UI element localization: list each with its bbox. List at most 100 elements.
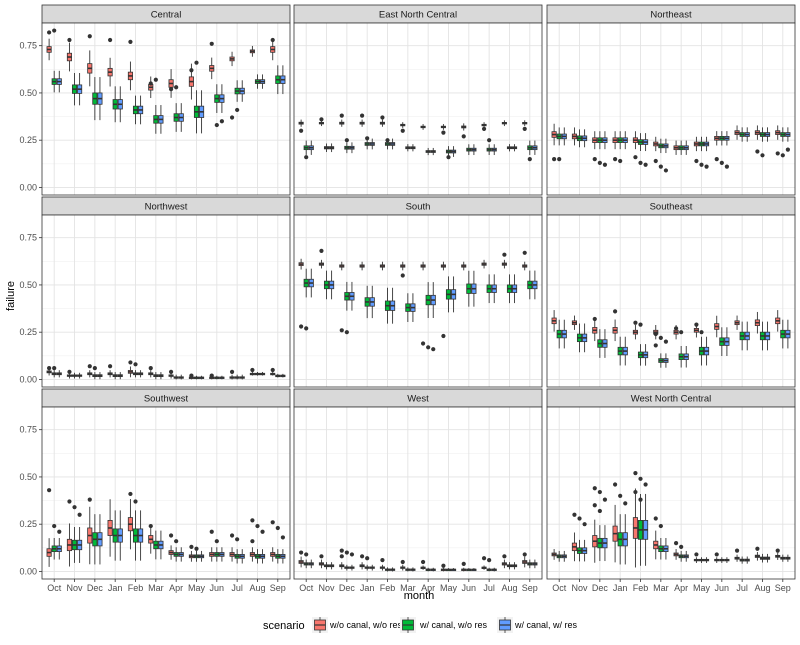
legend: scenario w/o canal, w/o res w/ canal, w/o … <box>263 617 578 633</box>
outlier-point <box>168 533 174 538</box>
outlier-point <box>380 115 385 120</box>
x-tick-label: Feb <box>633 583 649 593</box>
outlier-point <box>694 322 699 327</box>
outlier-point <box>359 554 365 559</box>
x-tick-label: Jul <box>483 583 495 593</box>
outlier-point <box>385 138 390 143</box>
outlier-point <box>344 550 349 555</box>
outlier-point <box>527 156 532 162</box>
outlier-point <box>219 119 225 124</box>
outlier-point <box>461 561 466 566</box>
x-tick-label: Mar <box>400 583 416 593</box>
panel-border <box>41 406 291 580</box>
panel-background <box>42 407 290 579</box>
outlier-point <box>694 158 699 164</box>
outlier-point <box>597 160 602 165</box>
panel-east-north-central: East North Central <box>293 4 543 196</box>
y-tick-label: 0.75 <box>19 41 37 51</box>
outlier-point <box>299 128 304 133</box>
panel-border <box>546 214 796 388</box>
outlier-point <box>52 28 57 33</box>
outlier-point <box>339 328 344 333</box>
panel-west-north-central: West North Central Oct Nov Dec Jan Feb Mar Apr M… <box>546 388 796 593</box>
outlier-point <box>633 471 638 476</box>
x-tick-label: Dec <box>87 583 104 593</box>
outlier-point <box>174 539 179 544</box>
x-tick-label: Jan <box>108 583 123 593</box>
legend-label: w/o canal, w/o res <box>329 620 403 630</box>
outlier-point <box>592 156 597 162</box>
facet-strip-label: Central <box>151 10 182 21</box>
x-tick-label: Jun <box>715 583 730 593</box>
outlier-point <box>189 544 194 549</box>
panel-background <box>42 23 290 195</box>
x-tick-label: Nov <box>572 583 589 593</box>
outlier-point <box>502 554 507 559</box>
outlier-point <box>714 552 719 557</box>
y-tick-label: 0.25 <box>19 135 37 145</box>
outlier-point <box>699 162 704 167</box>
panel-southeast: Southeast <box>546 196 796 388</box>
outlier-point <box>148 523 153 529</box>
panel-border <box>546 22 796 196</box>
x-tick-label: Sep <box>522 583 538 593</box>
x-tick-label: Dec <box>339 583 356 593</box>
facet-strip-label: Southeast <box>650 202 693 213</box>
outlier-point <box>441 130 446 135</box>
x-tick-label: Nov <box>67 583 84 593</box>
panel-south: South <box>293 196 543 388</box>
outlier-point <box>618 158 623 164</box>
outlier-point <box>760 153 765 158</box>
x-tick-label: Jun <box>462 583 477 593</box>
outlier-point <box>643 162 648 167</box>
panel-central: Central 0.00 0.25 0.50 0.75 <box>19 4 291 196</box>
y-axis-title: failure <box>5 281 17 311</box>
outlier-point <box>719 160 724 165</box>
x-tick-label: Nov <box>319 583 336 593</box>
x-tick-label: Aug <box>501 583 517 593</box>
outlier-point <box>481 556 487 561</box>
outlier-point <box>679 330 684 335</box>
outlier-point <box>552 156 557 162</box>
outlier-point <box>612 482 618 487</box>
outlier-point <box>638 322 643 327</box>
y-tick-label: 0.00 <box>19 182 37 192</box>
outlier-point <box>663 168 669 173</box>
facet-strip-label: Southwest <box>144 394 189 405</box>
outlier-point <box>400 273 405 278</box>
outlier-point <box>270 367 275 373</box>
outlier-point <box>663 339 669 344</box>
outlier-point <box>487 557 492 563</box>
x-tick-label: Mar <box>148 583 164 593</box>
outlier-point <box>168 369 174 374</box>
x-tick-label: Aug <box>754 583 770 593</box>
outlier-point <box>128 360 133 365</box>
outlier-point <box>344 330 349 335</box>
outlier-point <box>420 559 426 565</box>
outlier-point <box>612 309 618 314</box>
panel-background <box>42 215 290 387</box>
outlier-point <box>431 347 436 352</box>
outlier-point <box>148 365 153 371</box>
facet-strip-label: South <box>406 202 431 213</box>
facet-strip-label: East North Central <box>379 10 457 21</box>
outlier-point <box>775 151 780 156</box>
outlier-point <box>128 491 133 497</box>
outlier-point <box>487 138 492 143</box>
x-tick-label: Oct <box>299 583 314 593</box>
outlier-point <box>339 554 344 559</box>
outlier-point <box>67 499 72 504</box>
outlier-point <box>638 497 643 502</box>
outlier-point <box>168 87 174 92</box>
outlier-point <box>67 37 72 43</box>
outlier-point <box>349 552 355 557</box>
panel-background <box>547 407 795 579</box>
outlier-point <box>633 320 638 325</box>
outlier-point <box>365 136 370 141</box>
outlier-point <box>270 37 275 43</box>
panel-border <box>41 22 291 196</box>
outlier-point <box>638 160 643 165</box>
outlier-point <box>304 155 309 160</box>
outlier-point <box>194 546 199 551</box>
